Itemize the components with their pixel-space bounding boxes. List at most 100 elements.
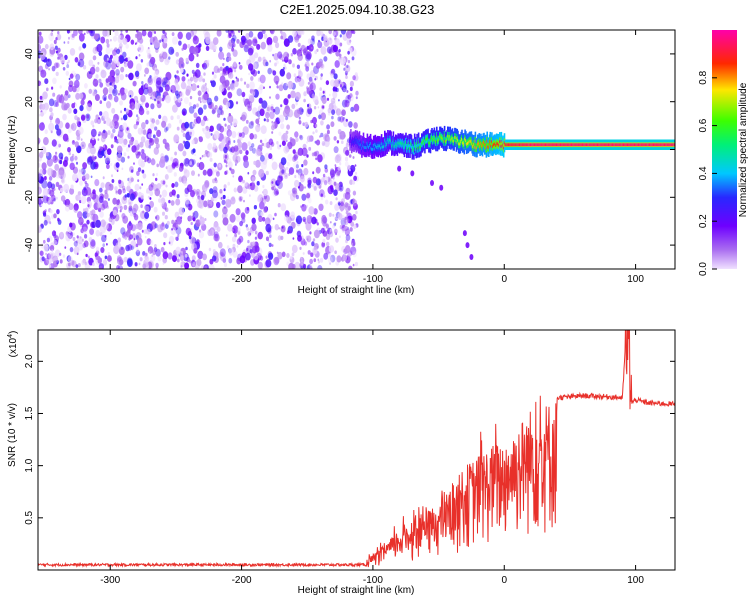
- noise-cell: [138, 262, 141, 266]
- noise-cell: [288, 59, 292, 65]
- noise-cell: [219, 125, 225, 133]
- noise-cell: [334, 216, 338, 221]
- noise-cell: [107, 130, 111, 136]
- noise-cell: [189, 95, 193, 100]
- tail-blob: [439, 184, 444, 191]
- noise-cell: [127, 155, 130, 159]
- noise-cell: [195, 62, 200, 68]
- noise-cell: [65, 233, 71, 242]
- noise-cell: [89, 210, 94, 216]
- noise-cell: [123, 231, 127, 237]
- noise-cell: [333, 189, 338, 196]
- noise-cell: [270, 106, 274, 111]
- noise-cell: [106, 101, 112, 109]
- noise-cell: [241, 91, 246, 98]
- noise-cell: [284, 215, 289, 222]
- noise-cell: [160, 246, 165, 253]
- noise-cell: [311, 93, 315, 99]
- noise-cell: [190, 221, 193, 226]
- noise-cell: [345, 234, 351, 242]
- noise-cell: [96, 43, 103, 53]
- noise-cell: [176, 216, 183, 225]
- noise-cell: [119, 209, 122, 213]
- noise-cell: [158, 198, 162, 203]
- noise-cell: [41, 162, 47, 170]
- signal-core: [615, 143, 618, 147]
- noise-cell: [263, 33, 268, 39]
- noise-cell: [188, 102, 192, 107]
- noise-cell: [269, 85, 271, 89]
- noise-cell: [214, 179, 218, 184]
- signal-core: [469, 140, 472, 144]
- noise-cell: [94, 252, 98, 257]
- noise-cell: [190, 190, 195, 198]
- noise-cell: [48, 197, 53, 203]
- noise-cell: [261, 198, 266, 205]
- noise-cell: [329, 169, 336, 178]
- noise-cell: [107, 75, 113, 83]
- noise-cell: [240, 77, 243, 82]
- noise-cell: [223, 146, 228, 154]
- noise-cell: [274, 106, 280, 115]
- noise-cell: [140, 59, 144, 63]
- noise-cell: [241, 114, 246, 122]
- noise-cell: [207, 59, 210, 64]
- noise-cell: [105, 46, 111, 55]
- noise-cell: [170, 200, 175, 206]
- noise-cell: [74, 115, 78, 121]
- noise-cell: [245, 150, 249, 156]
- noise-cell: [203, 72, 206, 76]
- noise-cell: [276, 251, 279, 254]
- signal-core: [369, 142, 372, 145]
- noise-cell: [164, 32, 167, 36]
- noise-cell: [75, 92, 80, 100]
- noise-cell: [171, 183, 175, 188]
- noise-cell: [183, 158, 190, 167]
- noise-cell: [127, 144, 131, 148]
- signal-core: [458, 142, 461, 146]
- noise-cell: [352, 199, 358, 207]
- noise-cell: [345, 118, 348, 122]
- noise-cell: [271, 186, 275, 191]
- noise-cell: [79, 180, 83, 186]
- noise-cell: [147, 157, 152, 164]
- noise-cell: [261, 142, 265, 147]
- noise-cell: [172, 222, 179, 231]
- noise-cell: [120, 50, 123, 54]
- noise-cell: [276, 177, 282, 185]
- noise-cell: [169, 240, 174, 246]
- noise-cell: [235, 208, 241, 216]
- noise-cell: [222, 194, 226, 200]
- noise-cell: [337, 212, 343, 220]
- noise-cell: [54, 163, 60, 171]
- noise-cell: [58, 170, 65, 179]
- noise-cell: [346, 90, 349, 93]
- noise-cell: [86, 156, 94, 166]
- noise-cell: [167, 123, 172, 129]
- noise-cell: [48, 33, 54, 42]
- noise-cell: [71, 153, 75, 158]
- noise-cell: [286, 53, 290, 58]
- noise-cell: [190, 259, 196, 268]
- noise-cell: [107, 255, 112, 262]
- noise-cell: [186, 73, 189, 77]
- noise-cell: [292, 187, 298, 195]
- noise-cell: [85, 253, 88, 258]
- noise-cell: [73, 203, 79, 211]
- noise-cell: [136, 63, 142, 72]
- x-tick-label: -300: [100, 575, 120, 586]
- noise-cell: [308, 265, 312, 269]
- noise-cell: [55, 151, 58, 155]
- noise-cell: [162, 51, 168, 60]
- noise-cell: [123, 61, 128, 68]
- noise-cell: [338, 184, 344, 192]
- noise-cell: [102, 87, 109, 96]
- noise-cell: [335, 87, 339, 93]
- noise-cell: [228, 33, 232, 39]
- noise-cell: [129, 234, 134, 240]
- noise-cell: [85, 187, 92, 196]
- noise-cell: [146, 190, 149, 194]
- noise-cell: [155, 214, 160, 221]
- noise-cell: [328, 230, 334, 238]
- noise-cell: [156, 77, 162, 86]
